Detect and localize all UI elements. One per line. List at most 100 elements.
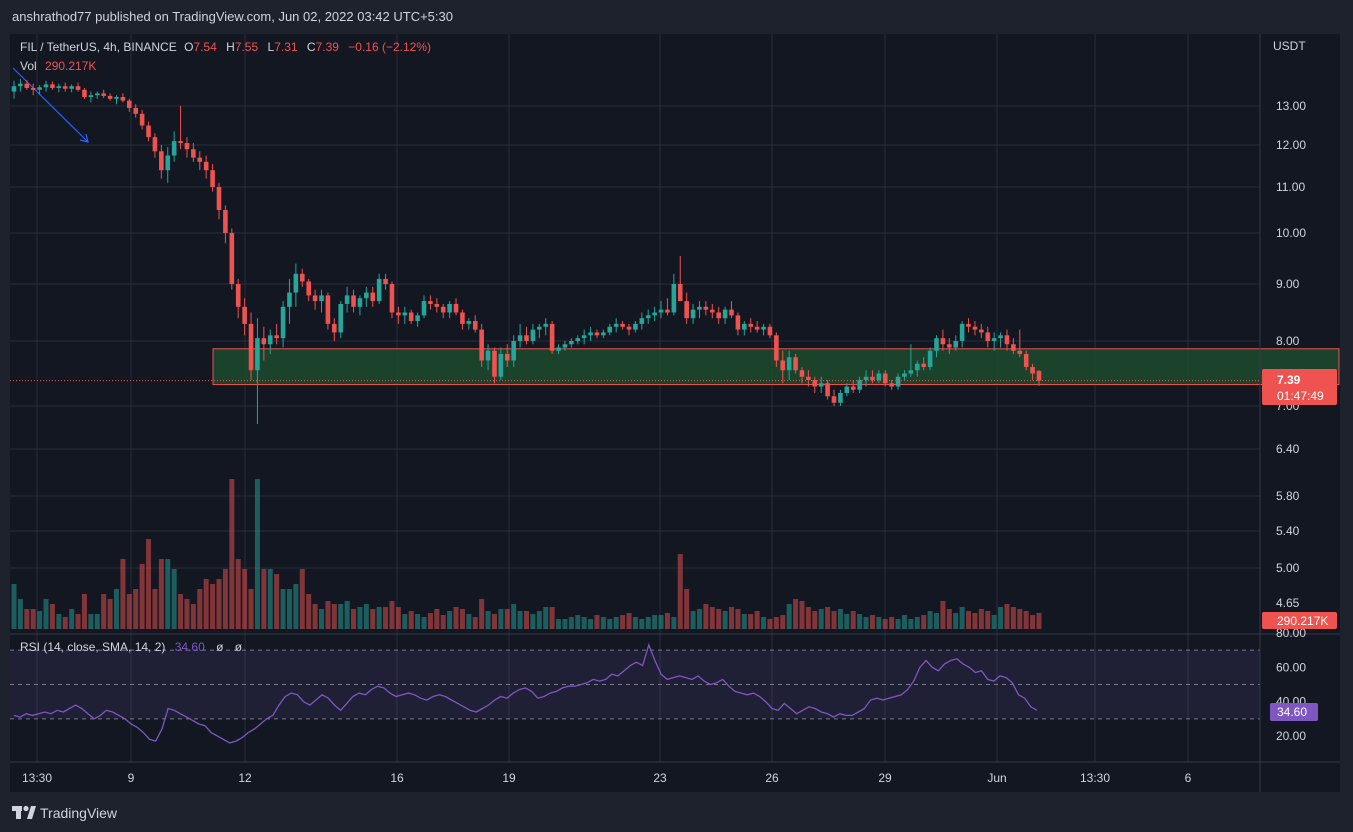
- candle: [396, 306, 401, 324]
- volume-bar: [658, 615, 664, 629]
- volume-bar: [312, 604, 318, 629]
- candle: [677, 255, 683, 302]
- candle: [127, 98, 132, 112]
- candle: [498, 347, 504, 380]
- tradingview-logo-text: TradingView: [40, 805, 118, 821]
- candle: [927, 347, 933, 371]
- time-tick-label: Jun: [987, 771, 1006, 785]
- candle: [133, 104, 139, 118]
- tradingview-logo-icon: [12, 805, 36, 819]
- candle: [639, 312, 645, 330]
- close-value: 7.39: [316, 40, 340, 54]
- candle: [812, 376, 818, 393]
- candle: [690, 303, 696, 324]
- last-price-badge: 7.39 01:47:49: [1262, 369, 1337, 405]
- candle: [882, 370, 888, 387]
- candle: [844, 383, 850, 397]
- candle: [517, 323, 523, 348]
- candle: [761, 323, 766, 336]
- candle: [870, 370, 875, 384]
- volume-bar: [620, 615, 626, 629]
- candle: [1011, 338, 1016, 354]
- candle: [287, 278, 292, 324]
- price-tick-label: 4.65: [1276, 596, 1300, 610]
- volume-bar: [1004, 604, 1010, 629]
- candle: [774, 332, 779, 367]
- price-tick-label: 8.00: [1276, 334, 1300, 348]
- time-axis[interactable]: 13:30 9 12 16 19 23 26 29 Jun 13:30 6: [22, 771, 1192, 785]
- volume-bar: [908, 619, 914, 629]
- trend-arrow-drawing[interactable]: [12, 67, 89, 143]
- candle: [37, 85, 42, 95]
- countdown-timer: 01:47:49: [1277, 389, 1324, 403]
- price-tick-label: 5.80: [1276, 489, 1300, 503]
- volume-badge: 290.217K: [1262, 612, 1337, 629]
- volume-bar: [543, 607, 549, 629]
- rsi-label: RSI (14, close, SMA, 14, 2): [20, 640, 165, 654]
- candle: [146, 121, 151, 142]
- candle: [460, 309, 465, 330]
- time-tick-label: 29: [878, 771, 892, 785]
- volume-bar: [11, 584, 17, 629]
- high-value: 7.55: [235, 40, 259, 54]
- volume-bar: [88, 614, 94, 629]
- candle: [754, 321, 760, 333]
- price-tick-label: 13.00: [1276, 99, 1306, 113]
- volume-label: Vol: [20, 59, 37, 73]
- candle: [716, 306, 721, 324]
- candle: [293, 263, 299, 307]
- candle: [780, 350, 786, 384]
- candle: [319, 289, 324, 313]
- tradingview-logo[interactable]: TradingView: [12, 805, 118, 821]
- volume-bar: [972, 613, 978, 629]
- volume-bar: [415, 614, 421, 629]
- candle: [428, 295, 433, 310]
- volume-bar: [485, 611, 491, 629]
- candle: [332, 318, 337, 341]
- volume-bar: [107, 599, 113, 629]
- volume-bar: [805, 607, 811, 629]
- volume-bar: [812, 611, 818, 629]
- volume-bar: [101, 594, 107, 629]
- volume-bar: [985, 611, 991, 629]
- volume-bar: [671, 617, 677, 629]
- candle: [530, 323, 536, 345]
- candle: [594, 329, 600, 339]
- candle: [88, 91, 94, 103]
- volume-bar: [549, 607, 555, 629]
- candle: [889, 380, 894, 390]
- volume-bar: [62, 617, 68, 629]
- candle: [210, 163, 215, 192]
- rsi-badge-value: 34.60: [1277, 705, 1307, 719]
- volume-bar: [837, 609, 843, 629]
- price-axis[interactable]: 13.0012.0011.0010.009.008.007.006.405.80…: [1276, 99, 1306, 610]
- candle: [107, 93, 113, 101]
- candle: [575, 335, 581, 345]
- candle: [338, 301, 344, 339]
- candle: [203, 155, 209, 179]
- candle: [799, 367, 805, 384]
- candle: [709, 303, 715, 319]
- volume-bar: [453, 607, 459, 629]
- candle: [818, 376, 824, 393]
- volume-bar: [735, 609, 741, 629]
- candle: [344, 286, 350, 313]
- candle: [972, 321, 978, 336]
- chart-area: [10, 34, 1340, 792]
- volume-bar: [934, 613, 939, 629]
- volume-bar: [491, 614, 497, 629]
- candle: [101, 89, 106, 99]
- candle: [139, 109, 145, 130]
- volume-bar: [556, 619, 562, 629]
- volume-bar: [338, 604, 344, 629]
- volume-bar: [844, 614, 850, 629]
- candle: [274, 323, 279, 345]
- candle: [979, 323, 984, 339]
- candle: [191, 143, 196, 162]
- candle: [562, 341, 568, 351]
- volume-bar: [261, 569, 267, 629]
- candle: [549, 321, 555, 354]
- price-tick-label: 6.40: [1276, 442, 1300, 456]
